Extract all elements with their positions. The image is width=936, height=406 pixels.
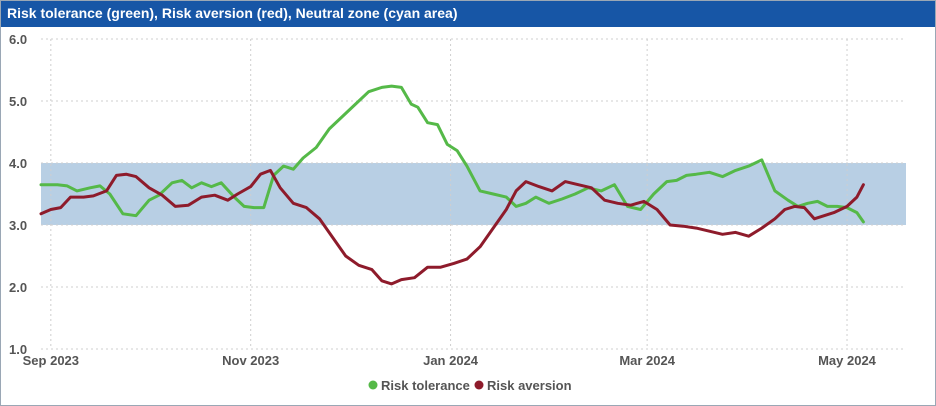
y-tick-label: 4.0 (9, 156, 27, 171)
legend-marker (368, 380, 378, 390)
neutral-zone-band (41, 163, 906, 225)
y-tick-label: 2.0 (9, 280, 27, 295)
x-tick-label: Nov 2023 (222, 353, 279, 368)
chart-title: Risk tolerance (green), Risk aversion (r… (7, 5, 458, 21)
x-tick-label: Sep 2023 (23, 353, 79, 368)
line-chart: 1.0 2.0 3.0 4.0 5.0 6.0 Sep 2023 Nov 2023 Jan 20… (9, 32, 906, 393)
series-line-risk-aversion (39, 168, 865, 286)
series-line-risk-tolerance (39, 84, 865, 224)
x-tick-label: May 2024 (818, 353, 877, 368)
y-tick-label: 1.0 (9, 342, 27, 357)
x-tick-label: Mar 2024 (619, 353, 675, 368)
y-tick-label: 3.0 (9, 218, 27, 233)
legend-label: Risk aversion (487, 378, 572, 393)
y-tick-label: 6.0 (9, 32, 27, 47)
y-tick-label: 5.0 (9, 94, 27, 109)
legend-marker (474, 380, 484, 390)
chart-header: Risk tolerance (green), Risk aversion (r… (1, 1, 935, 27)
legend-label: Risk tolerance (381, 378, 470, 393)
x-tick-label: Jan 2024 (423, 353, 479, 368)
